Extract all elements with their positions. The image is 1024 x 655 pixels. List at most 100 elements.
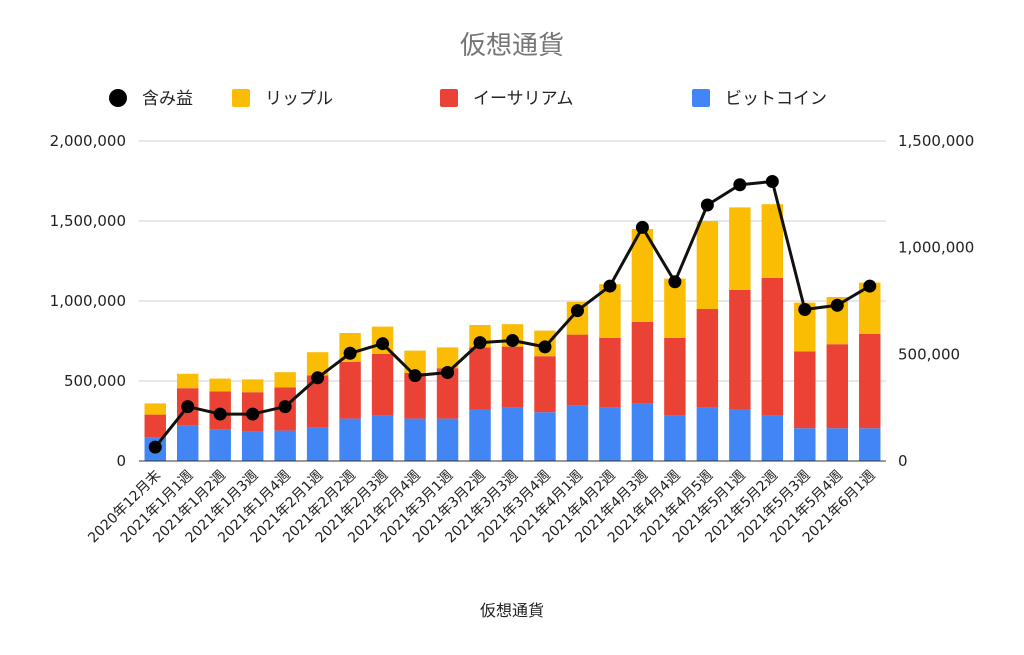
bar-segment bbox=[209, 378, 231, 392]
line-point bbox=[181, 400, 195, 414]
legend-label: イーサリアム bbox=[473, 89, 573, 109]
bar-segment bbox=[664, 415, 686, 461]
bar-segment bbox=[371, 353, 394, 416]
y2-tick-label: 1,000,000 bbox=[898, 239, 974, 257]
line-point bbox=[343, 346, 357, 360]
y2-tick-label: 1,500,000 bbox=[898, 132, 974, 150]
bar-segment bbox=[761, 277, 784, 416]
left-axis: 0 500,000 1,000,000 1,500,000 2,000,000 bbox=[50, 132, 126, 470]
line-point bbox=[473, 336, 487, 350]
x-axis-title: 仮想通貨 bbox=[480, 601, 544, 620]
line-point bbox=[635, 220, 649, 234]
y-tick-label: 2,000,000 bbox=[50, 132, 126, 150]
legend-label: 含み益 bbox=[142, 89, 193, 109]
chart-title: 仮想通貨 bbox=[460, 31, 564, 61]
legend-label: ビットコイン bbox=[725, 89, 827, 109]
line-point bbox=[733, 178, 747, 192]
bar-segment bbox=[761, 415, 784, 461]
bar-segment bbox=[631, 403, 654, 461]
y-tick-label: 1,500,000 bbox=[50, 212, 126, 230]
line-point bbox=[408, 369, 422, 383]
legend-marker bbox=[692, 89, 710, 107]
bar-segment bbox=[761, 204, 784, 278]
bar-segment bbox=[566, 405, 589, 461]
bar-segment bbox=[241, 431, 264, 461]
legend-marker bbox=[109, 89, 127, 107]
bar-segment bbox=[274, 372, 296, 388]
bar-segment bbox=[306, 375, 329, 428]
bar-segment bbox=[209, 429, 231, 461]
bar-segment bbox=[404, 418, 426, 461]
bar-segment bbox=[729, 289, 751, 409]
bar-segment bbox=[794, 428, 816, 461]
bar-segment bbox=[631, 321, 654, 404]
bar-segment bbox=[274, 430, 296, 461]
bar-segment bbox=[404, 373, 426, 419]
bar-segment bbox=[469, 347, 491, 409]
line-point bbox=[830, 298, 844, 312]
bar-segment bbox=[696, 309, 719, 408]
line-point bbox=[668, 275, 682, 289]
bar-segment bbox=[306, 427, 329, 461]
bar-segment bbox=[436, 368, 459, 419]
bar-segment bbox=[599, 337, 621, 408]
line-point bbox=[765, 175, 779, 189]
line-point bbox=[278, 400, 292, 414]
y-tick-label: 500,000 bbox=[64, 372, 126, 390]
line-point bbox=[798, 303, 812, 317]
bar-segment bbox=[469, 409, 491, 461]
bar-segment bbox=[144, 414, 166, 438]
bar-segment bbox=[371, 415, 394, 461]
right-axis: 0 500,000 1,000,000 1,500,000 bbox=[898, 132, 974, 470]
bar-segment bbox=[631, 229, 654, 322]
bar-segment bbox=[339, 361, 361, 419]
bar-segment bbox=[176, 373, 199, 389]
line-point bbox=[376, 337, 390, 351]
bar-segment bbox=[729, 409, 751, 461]
y2-tick-label: 0 bbox=[898, 452, 908, 470]
line-point bbox=[603, 279, 617, 293]
bar-segment bbox=[501, 346, 524, 408]
bar-segment bbox=[729, 207, 751, 290]
bar-segment bbox=[859, 428, 881, 461]
bar-segment bbox=[599, 407, 621, 461]
bar-segment bbox=[176, 425, 199, 461]
bar-segment bbox=[794, 302, 816, 352]
legend: 含み益 リップル イーサリアム ビットコイン bbox=[109, 89, 827, 109]
line-point bbox=[538, 340, 552, 354]
line-point bbox=[570, 304, 584, 318]
bar-segment bbox=[826, 428, 849, 461]
line-point bbox=[863, 279, 877, 293]
line-point bbox=[311, 371, 325, 385]
bar-segment bbox=[566, 334, 589, 406]
bar-segment bbox=[241, 379, 264, 393]
line-point bbox=[246, 407, 260, 421]
bar-segment bbox=[306, 352, 329, 376]
bar-segment bbox=[501, 407, 524, 461]
line-point bbox=[441, 365, 455, 379]
bar-segment bbox=[339, 418, 361, 461]
x-axis: 2020年12月末2021年1月1週2021年1月2週2021年1月3週2021… bbox=[85, 468, 878, 547]
line-point bbox=[700, 198, 714, 212]
bar-segment bbox=[859, 282, 881, 334]
bar-segment bbox=[696, 221, 719, 309]
bar-segment bbox=[859, 333, 881, 429]
bar-segment bbox=[436, 347, 459, 369]
line-point bbox=[506, 333, 519, 347]
bar-segment bbox=[664, 337, 686, 416]
bar-segment bbox=[436, 418, 459, 461]
bar-segment bbox=[599, 284, 621, 338]
bar-segment bbox=[794, 351, 816, 429]
bar-segment bbox=[664, 278, 686, 338]
line-point bbox=[148, 440, 162, 454]
bar-segment bbox=[534, 356, 556, 413]
bar-segment bbox=[404, 350, 426, 373]
bar-segment bbox=[144, 403, 166, 415]
bar-segment bbox=[534, 412, 556, 461]
bar-segment bbox=[696, 407, 719, 461]
y2-tick-label: 500,000 bbox=[898, 345, 960, 363]
bars bbox=[144, 204, 881, 461]
line-series bbox=[148, 175, 877, 454]
legend-marker bbox=[440, 89, 458, 107]
